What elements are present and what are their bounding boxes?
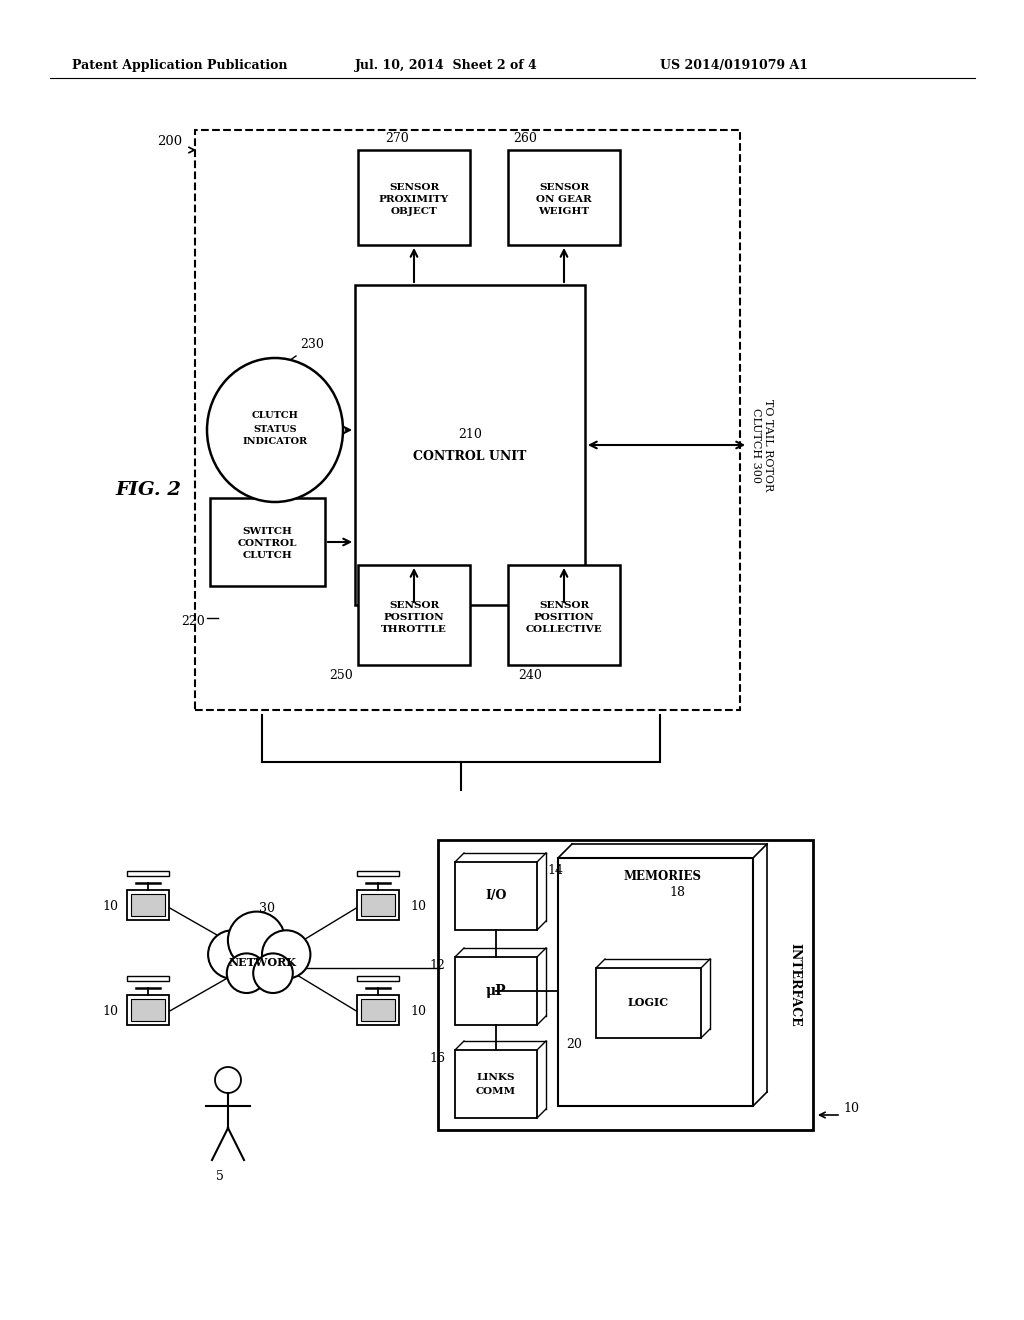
Bar <box>508 150 620 246</box>
Circle shape <box>215 1067 241 1093</box>
Bar <box>357 871 399 876</box>
Circle shape <box>262 931 310 978</box>
Text: SENSOR: SENSOR <box>389 183 439 191</box>
Text: FIG. 2: FIG. 2 <box>115 480 181 499</box>
Text: NETWORK: NETWORK <box>228 957 296 968</box>
Bar <box>361 999 395 1020</box>
Text: I/O: I/O <box>485 890 507 903</box>
Text: SENSOR: SENSOR <box>389 601 439 610</box>
Bar <box>357 890 399 920</box>
Bar <box>127 890 169 920</box>
Text: SENSOR: SENSOR <box>539 601 589 610</box>
Text: OBJECT: OBJECT <box>390 207 437 216</box>
Circle shape <box>228 912 285 969</box>
Text: 200: 200 <box>157 135 182 148</box>
Circle shape <box>253 953 293 993</box>
Bar <box>210 498 325 586</box>
Text: 14: 14 <box>547 865 563 876</box>
Text: PROXIMITY: PROXIMITY <box>379 195 450 205</box>
Circle shape <box>208 931 256 978</box>
Text: Jul. 10, 2014  Sheet 2 of 4: Jul. 10, 2014 Sheet 2 of 4 <box>355 58 538 71</box>
Bar <box>455 1049 537 1118</box>
Ellipse shape <box>207 358 343 502</box>
Bar <box>131 999 165 1020</box>
Text: 260: 260 <box>513 132 537 145</box>
Bar <box>357 995 399 1026</box>
Text: POSITION: POSITION <box>534 612 594 622</box>
Text: 10: 10 <box>843 1102 859 1115</box>
Bar <box>438 840 813 1130</box>
Bar <box>558 858 753 1106</box>
Bar <box>195 129 740 710</box>
Text: THROTTLE: THROTTLE <box>381 624 446 634</box>
Text: CONTROL: CONTROL <box>238 540 297 549</box>
Text: MEMORIES: MEMORIES <box>624 870 701 883</box>
Text: μP: μP <box>485 983 506 998</box>
Bar <box>508 565 620 665</box>
Bar <box>358 565 470 665</box>
Bar <box>127 995 169 1026</box>
Bar <box>361 894 395 916</box>
Text: 30: 30 <box>259 902 275 915</box>
Bar <box>127 871 169 876</box>
Text: 10: 10 <box>410 900 426 913</box>
Text: 250: 250 <box>330 669 353 682</box>
Bar <box>596 968 701 1038</box>
Text: TO TAIL ROTOR
CLUTCH 300: TO TAIL ROTOR CLUTCH 300 <box>752 399 773 491</box>
Text: 270: 270 <box>385 132 409 145</box>
Circle shape <box>226 953 266 993</box>
Text: POSITION: POSITION <box>384 612 444 622</box>
Bar <box>127 975 169 981</box>
Bar <box>131 894 165 916</box>
Text: 10: 10 <box>102 900 118 913</box>
Text: US 2014/0191079 A1: US 2014/0191079 A1 <box>660 58 808 71</box>
Text: CONTROL UNIT: CONTROL UNIT <box>414 450 526 463</box>
Text: LINKS: LINKS <box>477 1073 515 1082</box>
Text: ON GEAR: ON GEAR <box>537 195 592 205</box>
Text: INDICATOR: INDICATOR <box>243 437 307 446</box>
Text: INTERFACE: INTERFACE <box>788 942 802 1027</box>
Text: 10: 10 <box>102 1005 118 1018</box>
Text: 16: 16 <box>429 1052 445 1065</box>
Bar <box>355 285 585 605</box>
Text: 230: 230 <box>300 338 324 351</box>
Text: STATUS: STATUS <box>253 425 297 433</box>
Text: Patent Application Publication: Patent Application Publication <box>72 58 288 71</box>
Text: SWITCH: SWITCH <box>243 528 293 536</box>
Text: 20: 20 <box>566 1038 582 1051</box>
Bar <box>358 150 470 246</box>
Text: 12: 12 <box>429 960 445 972</box>
Text: 220: 220 <box>181 615 205 628</box>
Text: CLUTCH: CLUTCH <box>243 552 293 561</box>
Text: COMM: COMM <box>476 1088 516 1097</box>
Text: 18: 18 <box>670 886 685 899</box>
Text: 210: 210 <box>458 429 482 441</box>
Text: CLUTCH: CLUTCH <box>252 412 298 421</box>
Text: 5: 5 <box>216 1170 224 1183</box>
Text: 10: 10 <box>410 1005 426 1018</box>
Text: LOGIC: LOGIC <box>628 998 669 1008</box>
Text: 240: 240 <box>518 669 542 682</box>
Bar <box>357 975 399 981</box>
Text: WEIGHT: WEIGHT <box>539 207 590 216</box>
Bar <box>455 957 537 1026</box>
Text: COLLECTIVE: COLLECTIVE <box>525 624 602 634</box>
Text: SENSOR: SENSOR <box>539 183 589 191</box>
Bar <box>455 862 537 931</box>
